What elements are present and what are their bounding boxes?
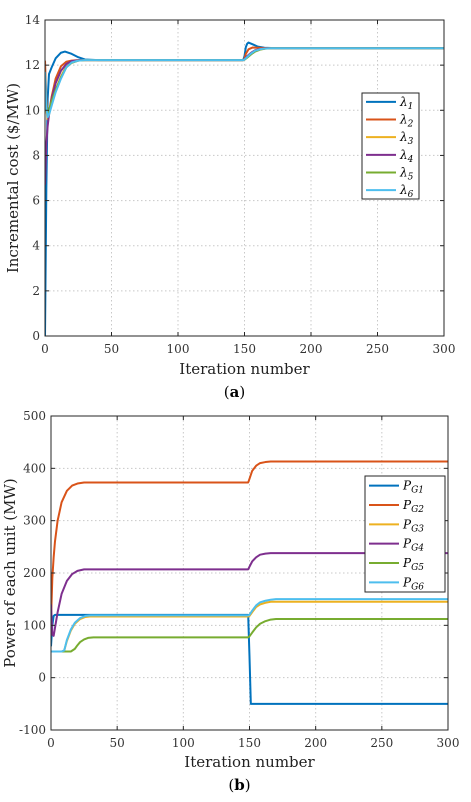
chart-b: 0 50 100 150 200 250 300-1000100200300400500It… <box>1 409 459 794</box>
legend-label-λ1: λ1 <box>399 95 413 112</box>
x-tick-label: 50 <box>110 736 125 750</box>
x-tick-label: 200 <box>300 342 323 356</box>
legend-label-λ6: λ6 <box>399 183 414 200</box>
legend-label-λ3: λ3 <box>399 130 414 147</box>
series-line-PG6 <box>51 598 448 653</box>
subfigure-label: (b) <box>228 776 250 794</box>
y-tick-label: 300 <box>23 514 46 528</box>
legend-label-λ5: λ5 <box>399 166 414 183</box>
series-group <box>45 41 444 336</box>
series-line-PG4 <box>51 552 448 637</box>
y-tick-label: 500 <box>23 409 46 423</box>
legend-box <box>364 475 446 593</box>
legend-box <box>361 92 420 200</box>
legend-label-PG5: PG5 <box>402 556 424 573</box>
y-axis-label: Power of each unit (MW) <box>1 478 19 668</box>
legend-label-PG4: PG4 <box>402 537 424 554</box>
x-tick-label: 100 <box>167 342 190 356</box>
legend-label-λ2: λ2 <box>399 113 414 130</box>
series-line-λ6 <box>45 47 444 119</box>
x-tick-label: 150 <box>238 736 261 750</box>
x-tick-label: 100 <box>172 736 195 750</box>
x-tick-label: 250 <box>366 342 389 356</box>
x-tick-label: 0 <box>47 736 55 750</box>
legend-label-PG1: PG1 <box>402 479 424 496</box>
y-tick-label: 14 <box>25 13 41 27</box>
x-tick-label: 250 <box>370 736 393 750</box>
legend-label-PG6: PG6 <box>402 575 424 592</box>
legend-label-PG2: PG2 <box>402 498 424 515</box>
x-tick-label: 150 <box>233 342 256 356</box>
series-line-PG5 <box>51 618 448 653</box>
y-tick-label: 2 <box>32 284 40 298</box>
x-axis-label: Iteration number <box>179 360 310 378</box>
y-tick-label: 100 <box>23 618 46 632</box>
y-tick-label: 0 <box>38 671 46 685</box>
y-tick-label: 8 <box>32 148 40 162</box>
x-tick-label: 300 <box>437 736 460 750</box>
y-tick-label: 200 <box>23 566 46 580</box>
chart-a: 0 50 100 150 200 250 300 0 2 4 6 8 10 12 14 Iteration n… <box>4 13 455 401</box>
y-tick-label: 4 <box>32 239 40 253</box>
y-tick-label: 0 <box>32 329 40 343</box>
legend-label-PG3: PG3 <box>402 517 424 534</box>
y-axis-label: Incremental cost ($/MW) <box>4 83 22 273</box>
y-tick-label: 6 <box>32 194 40 208</box>
series-group <box>51 460 448 705</box>
x-tick-label: 0 <box>41 342 49 356</box>
series-line-PG1 <box>51 613 448 705</box>
y-tick-label: 12 <box>25 58 40 72</box>
x-axis-label: Iteration number <box>184 753 315 771</box>
subfigure-label: (a) <box>224 383 245 401</box>
y-tick-label: 10 <box>25 103 40 117</box>
legend: PG1 PG2 PG3 PG4 PG5 PG6 <box>364 475 446 593</box>
x-tick-label: 300 <box>433 342 456 356</box>
series-line-PG2 <box>51 460 448 621</box>
legend-label-λ4: λ4 <box>399 148 414 165</box>
y-tick-label: -100 <box>19 723 46 737</box>
x-tick-label: 200 <box>304 736 327 750</box>
x-tick-label: 50 <box>104 342 119 356</box>
y-tick-label: 400 <box>23 461 46 475</box>
